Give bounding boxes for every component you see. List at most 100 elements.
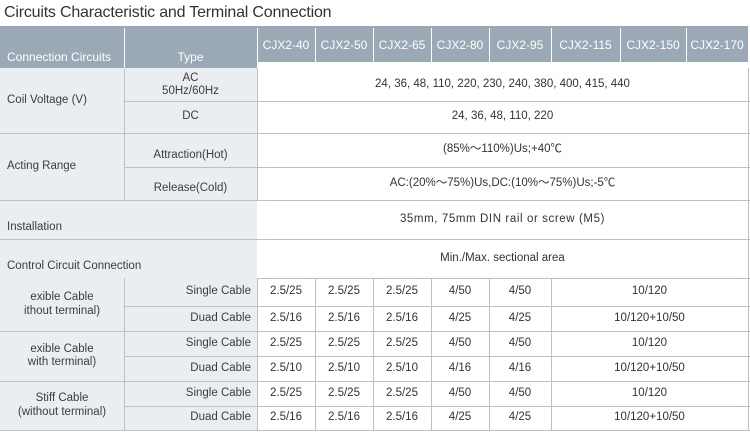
cable-value-cell: 2.5/16 — [373, 306, 431, 331]
grid-line — [124, 406, 750, 407]
grid-line — [489, 28, 490, 68]
coil-ac-values: 24, 36, 48, 110, 220, 230, 240, 380, 400… — [257, 68, 748, 101]
coil-voltage-label: Coil Voltage (V) — [0, 68, 124, 133]
grid-line — [257, 28, 258, 68]
grid-line — [0, 239, 750, 240]
cable-value-wide: 10/120 — [551, 381, 748, 406]
grid-line — [489, 278, 490, 430]
cable-value-cell: 2.5/25 — [257, 381, 315, 406]
header-model-cjx2-40: CJX2-40 — [257, 28, 315, 62]
cable-value-cell: 2.5/16 — [315, 306, 373, 331]
cable-value-cell: 4/50 — [431, 278, 489, 306]
header-connection-circuits: Connection Circuits — [0, 28, 124, 68]
cable-value-cell: 2.5/10 — [257, 356, 315, 381]
grid-line — [0, 133, 750, 134]
acting-attraction-value: (85%～110%)Us;+40℃ — [257, 133, 748, 167]
control-circuit-value: Min./Max. sectional area — [257, 239, 748, 278]
cable-group-label: Stiff Cable (without terminal) — [0, 381, 124, 430]
spec-table: Connection Circuits Type CJX2-40 CJX2-50 CJX… — [0, 28, 750, 431]
acting-release-value: AC:(20%～75%)Us,DC:(10%～75%)Us;-5℃ — [257, 167, 748, 200]
title-divider — [0, 26, 748, 28]
grid-line — [257, 68, 258, 200]
cable-type-duad: Duad Cable — [124, 406, 257, 430]
cable-value-cell: 2.5/25 — [315, 381, 373, 406]
cable-value-wide: 10/120 — [551, 331, 748, 356]
grid-line — [551, 278, 552, 430]
cable-value-cell: 4/50 — [431, 381, 489, 406]
grid-line — [620, 28, 621, 68]
cable-value-cell: 4/50 — [489, 278, 551, 306]
cable-value-cell: 2.5/16 — [257, 406, 315, 430]
cable-value-cell: 2.5/10 — [315, 356, 373, 381]
cable-value-cell: 2.5/16 — [257, 306, 315, 331]
cable-value-cell: 2.5/25 — [373, 331, 431, 356]
cable-value-wide: 10/120+10/50 — [551, 406, 748, 430]
grid-line — [0, 331, 750, 332]
grid-line — [124, 28, 125, 68]
header-model-cjx2-115: CJX2-115 — [551, 28, 620, 62]
grid-line — [0, 381, 750, 382]
grid-line — [0, 200, 750, 201]
cable-value-cell: 4/50 — [489, 331, 551, 356]
cable-value-cell: 4/16 — [431, 356, 489, 381]
acting-attraction-type: Attraction(Hot) — [124, 133, 257, 167]
cable-value-cell: 2.5/25 — [373, 381, 431, 406]
grid-line — [257, 278, 750, 279]
cable-type-single: Single Cable — [124, 381, 257, 406]
cable-value-cell: 4/25 — [431, 406, 489, 430]
grid-line — [551, 28, 552, 68]
grid-line — [748, 68, 749, 430]
coil-dc-type: DC — [124, 101, 257, 133]
coil-dc-values: 24, 36, 48, 110, 220 — [257, 101, 748, 133]
cable-value-cell: 2.5/16 — [315, 406, 373, 430]
acting-range-label: Acting Range — [0, 133, 124, 200]
grid-line — [0, 430, 750, 431]
header-model-cjx2-50: CJX2-50 — [315, 28, 373, 62]
grid-line — [124, 356, 750, 357]
cable-type-duad: Duad Cable — [124, 306, 257, 331]
grid-line — [315, 278, 316, 430]
grid-line — [431, 278, 432, 430]
installation-value: 35mm, 75mm DIN rail or screw (M5) — [257, 200, 748, 239]
cable-value-wide: 10/120+10/50 — [551, 356, 748, 381]
cable-value-cell: 2.5/25 — [315, 331, 373, 356]
cable-value-cell: 2.5/25 — [315, 278, 373, 306]
cable-value-wide: 10/120 — [551, 278, 748, 306]
cable-value-cell: 2.5/10 — [373, 356, 431, 381]
page-title: Circuits Characteristic and Terminal Con… — [4, 4, 332, 21]
cable-type-single: Single Cable — [124, 278, 257, 306]
grid-line — [373, 278, 374, 430]
cable-group-label: exible Cable with terminal) — [0, 331, 124, 381]
grid-line — [124, 101, 750, 102]
control-circuit-label: Control Circuit Connection — [0, 239, 257, 278]
cable-value-cell: 4/25 — [489, 306, 551, 331]
grid-line — [373, 28, 374, 68]
cable-value-cell: 4/50 — [431, 331, 489, 356]
cable-type-duad: Duad Cable — [124, 356, 257, 381]
cable-value-wide: 10/120+10/50 — [551, 306, 748, 331]
cable-value-cell: 2.5/25 — [373, 278, 431, 306]
acting-release-type: Release(Cold) — [124, 167, 257, 200]
header-model-cjx2-170: CJX2-170 — [686, 28, 748, 62]
cable-value-cell: 4/25 — [431, 306, 489, 331]
cable-value-cell: 2.5/16 — [373, 406, 431, 430]
header-model-cjx2-150: CJX2-150 — [620, 28, 686, 62]
header-model-cjx2-95: CJX2-95 — [489, 28, 551, 62]
installation-label: Installation — [0, 200, 257, 239]
header-model-cjx2-80: CJX2-80 — [431, 28, 489, 62]
grid-line — [257, 278, 258, 430]
coil-ac-type: AC 50Hz/60Hz — [124, 68, 257, 101]
grid-line — [124, 306, 750, 307]
grid-line — [124, 167, 750, 168]
cable-value-cell: 4/25 — [489, 406, 551, 430]
cable-group-label: exible Cable ithout terminal) — [0, 278, 124, 331]
cable-type-single: Single Cable — [124, 331, 257, 356]
grid-line — [124, 278, 125, 430]
grid-line — [315, 28, 316, 68]
grid-line — [431, 28, 432, 68]
header-type: Type — [124, 28, 257, 68]
grid-line — [686, 28, 687, 68]
header-model-cjx2-65: CJX2-65 — [373, 28, 431, 62]
cable-value-cell: 4/16 — [489, 356, 551, 381]
cable-value-cell: 2.5/25 — [257, 331, 315, 356]
